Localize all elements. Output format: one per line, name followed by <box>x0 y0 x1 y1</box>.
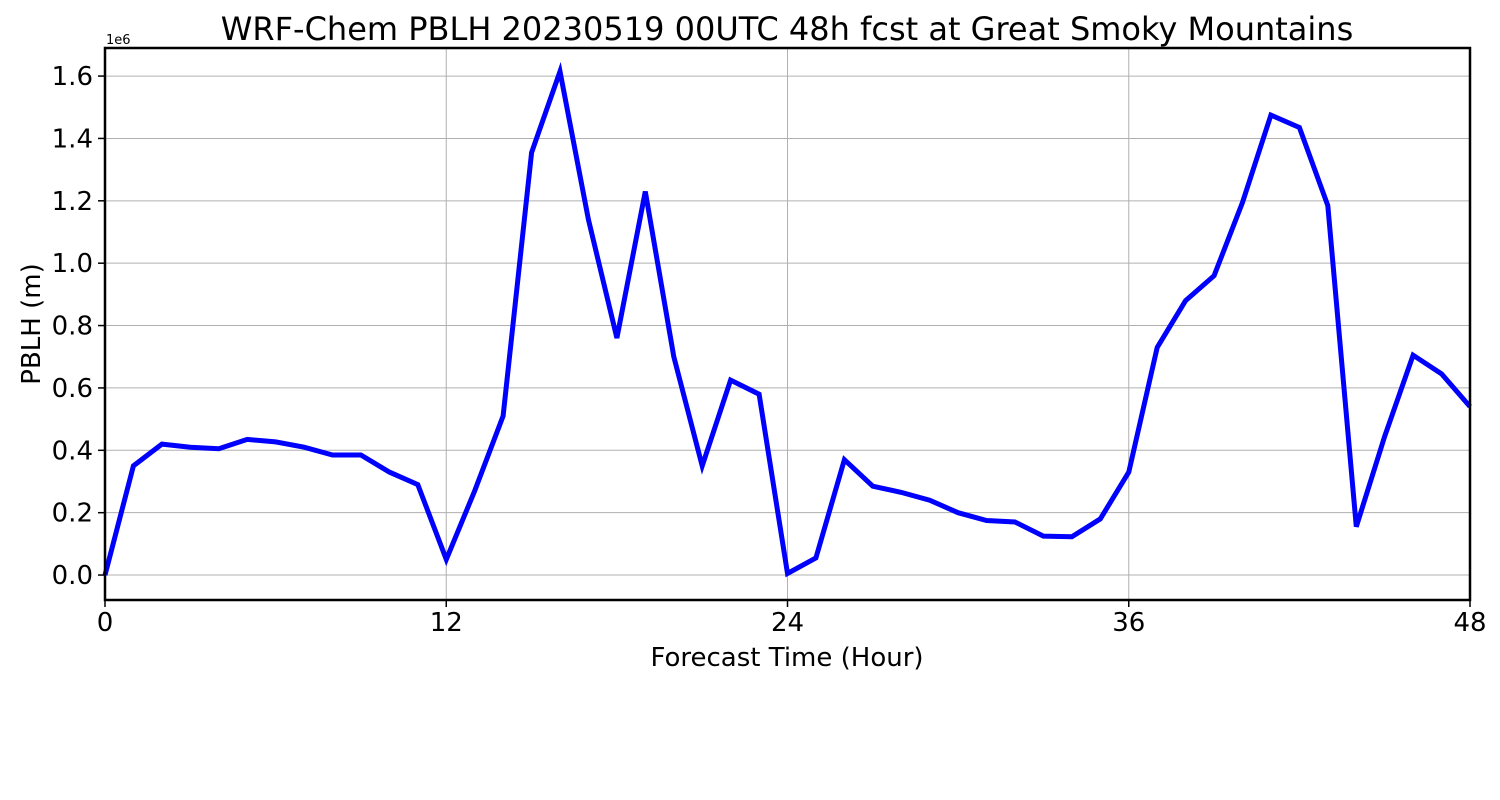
y-tick-label: 0.2 <box>52 499 93 529</box>
y-tick-label: 0.8 <box>52 312 93 342</box>
y-tick-label: 1.4 <box>52 124 93 154</box>
chart-title: WRF-Chem PBLH 20230519 00UTC 48h fcst at… <box>221 10 1354 48</box>
x-tick-label: 48 <box>1453 608 1486 638</box>
y-tick-label: 1.0 <box>52 249 93 279</box>
y-tick-label: 0.4 <box>52 436 93 466</box>
y-tick-label: 1.2 <box>52 187 93 217</box>
x-tick-label: 0 <box>97 608 114 638</box>
pblh-series-line <box>102 61 1472 578</box>
y-axis-label: PBLH (m) <box>17 263 47 384</box>
series-group <box>102 61 1472 578</box>
y-tick-label: 0.6 <box>52 374 93 404</box>
x-axis-label: Forecast Time (Hour) <box>650 643 923 673</box>
x-tick-label: 12 <box>430 608 463 638</box>
x-tick-label: 36 <box>1112 608 1145 638</box>
y-axis-ticks: 0.0 0.2 0.4 0.6 0.8 1.0 1.2 1.4 1.6 <box>52 62 105 591</box>
y-tick-label: 1.6 <box>52 62 93 92</box>
y-tick-label: 0.0 <box>52 561 93 591</box>
y-offset-label: 1e6 <box>106 33 131 48</box>
x-tick-label: 24 <box>771 608 804 638</box>
x-axis-ticks: 0 12 24 36 48 <box>97 600 1487 638</box>
